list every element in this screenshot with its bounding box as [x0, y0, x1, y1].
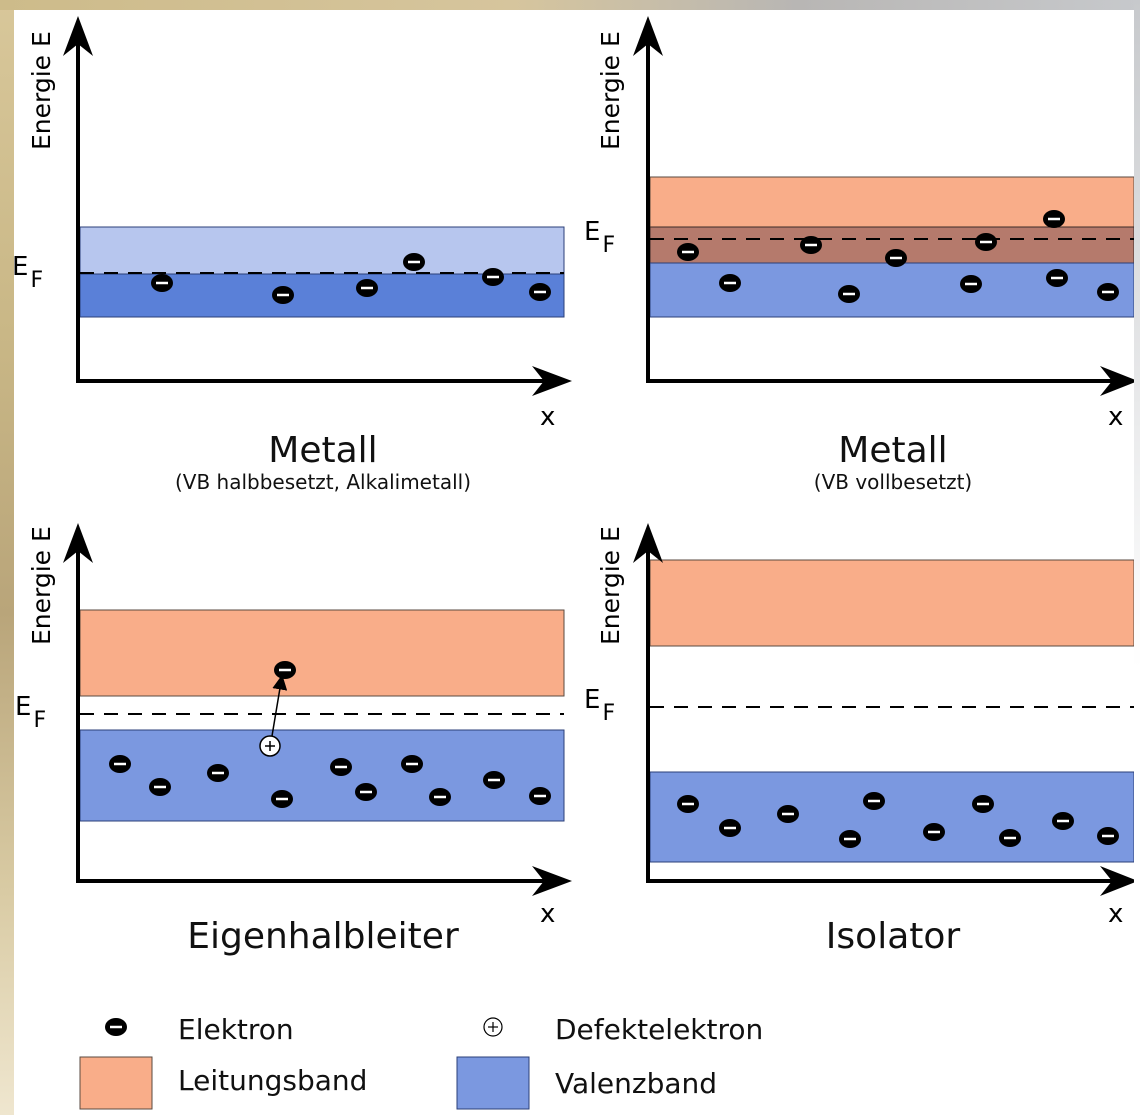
electrons [677, 210, 1119, 303]
y-axis-label: Energie E [27, 31, 56, 150]
valence-band [79, 729, 565, 822]
electron [529, 283, 551, 301]
fermi-label: EF [584, 685, 615, 726]
electron [975, 233, 997, 251]
electron [838, 285, 860, 303]
legend: Elektron Defektelektron Leitungsband Val… [79, 1013, 763, 1110]
electrons [151, 253, 551, 304]
electron [109, 755, 131, 773]
x-axis-arrow-icon [532, 866, 572, 896]
electron [677, 243, 699, 261]
background-edge-top [0, 0, 1140, 10]
electrons [109, 661, 551, 808]
electron [999, 829, 1021, 847]
electron [677, 795, 699, 813]
panel-title: Isolator [826, 916, 961, 957]
electron [151, 274, 173, 292]
panel-isolator: Energie E x EF Isolator [584, 523, 1138, 957]
fermi-label: EF [15, 692, 46, 733]
electron [356, 279, 378, 297]
electron [271, 790, 293, 808]
hole [259, 735, 281, 757]
electron [1097, 827, 1119, 845]
electrons [677, 792, 1119, 848]
electron [1097, 283, 1119, 301]
electron [401, 755, 423, 773]
legend-electron-label: Elektron [178, 1013, 294, 1046]
electron [1043, 210, 1065, 228]
panel-title: Eigenhalbleiter [187, 916, 459, 957]
electron [149, 778, 171, 796]
electron [1046, 269, 1068, 287]
x-axis-label: x [540, 899, 555, 929]
panel-metall-full: Energie E x EF Metall (VB vollbesetzt) [584, 16, 1138, 494]
electron [923, 823, 945, 841]
x-axis-label: x [540, 402, 555, 432]
legend-hole-icon [483, 1017, 503, 1037]
electron [972, 795, 994, 813]
electron [800, 236, 822, 254]
y-axis-arrow-icon [633, 16, 663, 56]
electron [719, 819, 741, 837]
electron [355, 783, 377, 801]
y-axis-arrow-icon [63, 16, 93, 56]
electron [429, 788, 451, 806]
electron [272, 286, 294, 304]
panel-metall-half-filled: Energie E x EF Metall (VB halbbesetzt, A… [12, 16, 572, 494]
y-axis-arrow-icon [63, 523, 93, 563]
conduction-band [649, 176, 1135, 228]
electron [482, 268, 504, 286]
x-axis-arrow-icon [1100, 866, 1138, 896]
legend-hole-label: Defektelektron [555, 1013, 763, 1046]
electron [885, 249, 907, 267]
fermi-label: EF [12, 252, 43, 293]
y-axis-label: Energie E [596, 526, 625, 645]
electron [839, 830, 861, 848]
panel-title: Metall [268, 430, 377, 471]
legend-conduction-band-label: Leitungsband [178, 1064, 367, 1097]
electron [960, 275, 982, 293]
electron [330, 758, 352, 776]
electron [863, 792, 885, 810]
electron [274, 661, 296, 679]
legend-conduction-band-swatch [79, 1056, 153, 1110]
legend-electron-icon [105, 1018, 127, 1036]
electron [777, 805, 799, 823]
electron [1052, 812, 1074, 830]
panel-subtitle: (VB halbbesetzt, Alkalimetall) [175, 470, 471, 494]
panel-eigenhalbleiter: Energie E x EF Eigenhalbleiter [15, 523, 572, 957]
x-axis-arrow-icon [532, 366, 572, 396]
x-axis-label: x [1108, 899, 1123, 929]
electron [719, 274, 741, 292]
electron [403, 253, 425, 271]
panel-subtitle: (VB vollbesetzt) [814, 470, 972, 494]
x-axis-label: x [1108, 402, 1123, 432]
background-edge-left [0, 0, 14, 1115]
conduction-band [79, 609, 565, 697]
fermi-label: EF [584, 217, 615, 258]
electron [483, 771, 505, 789]
electron [529, 787, 551, 805]
valence-band-empty-part [79, 226, 565, 275]
background-edge-right [1134, 0, 1140, 1115]
electron [207, 764, 229, 782]
y-axis-arrow-icon [633, 523, 663, 563]
y-axis-label: Energie E [596, 31, 625, 150]
legend-valence-band-swatch [456, 1056, 530, 1110]
conduction-band [649, 559, 1135, 647]
x-axis-arrow-icon [1100, 366, 1138, 396]
legend-valence-band-label: Valenzband [555, 1067, 717, 1100]
panel-title: Metall [838, 430, 947, 471]
y-axis-label: Energie E [27, 526, 56, 645]
excitation-arrow [271, 674, 288, 737]
